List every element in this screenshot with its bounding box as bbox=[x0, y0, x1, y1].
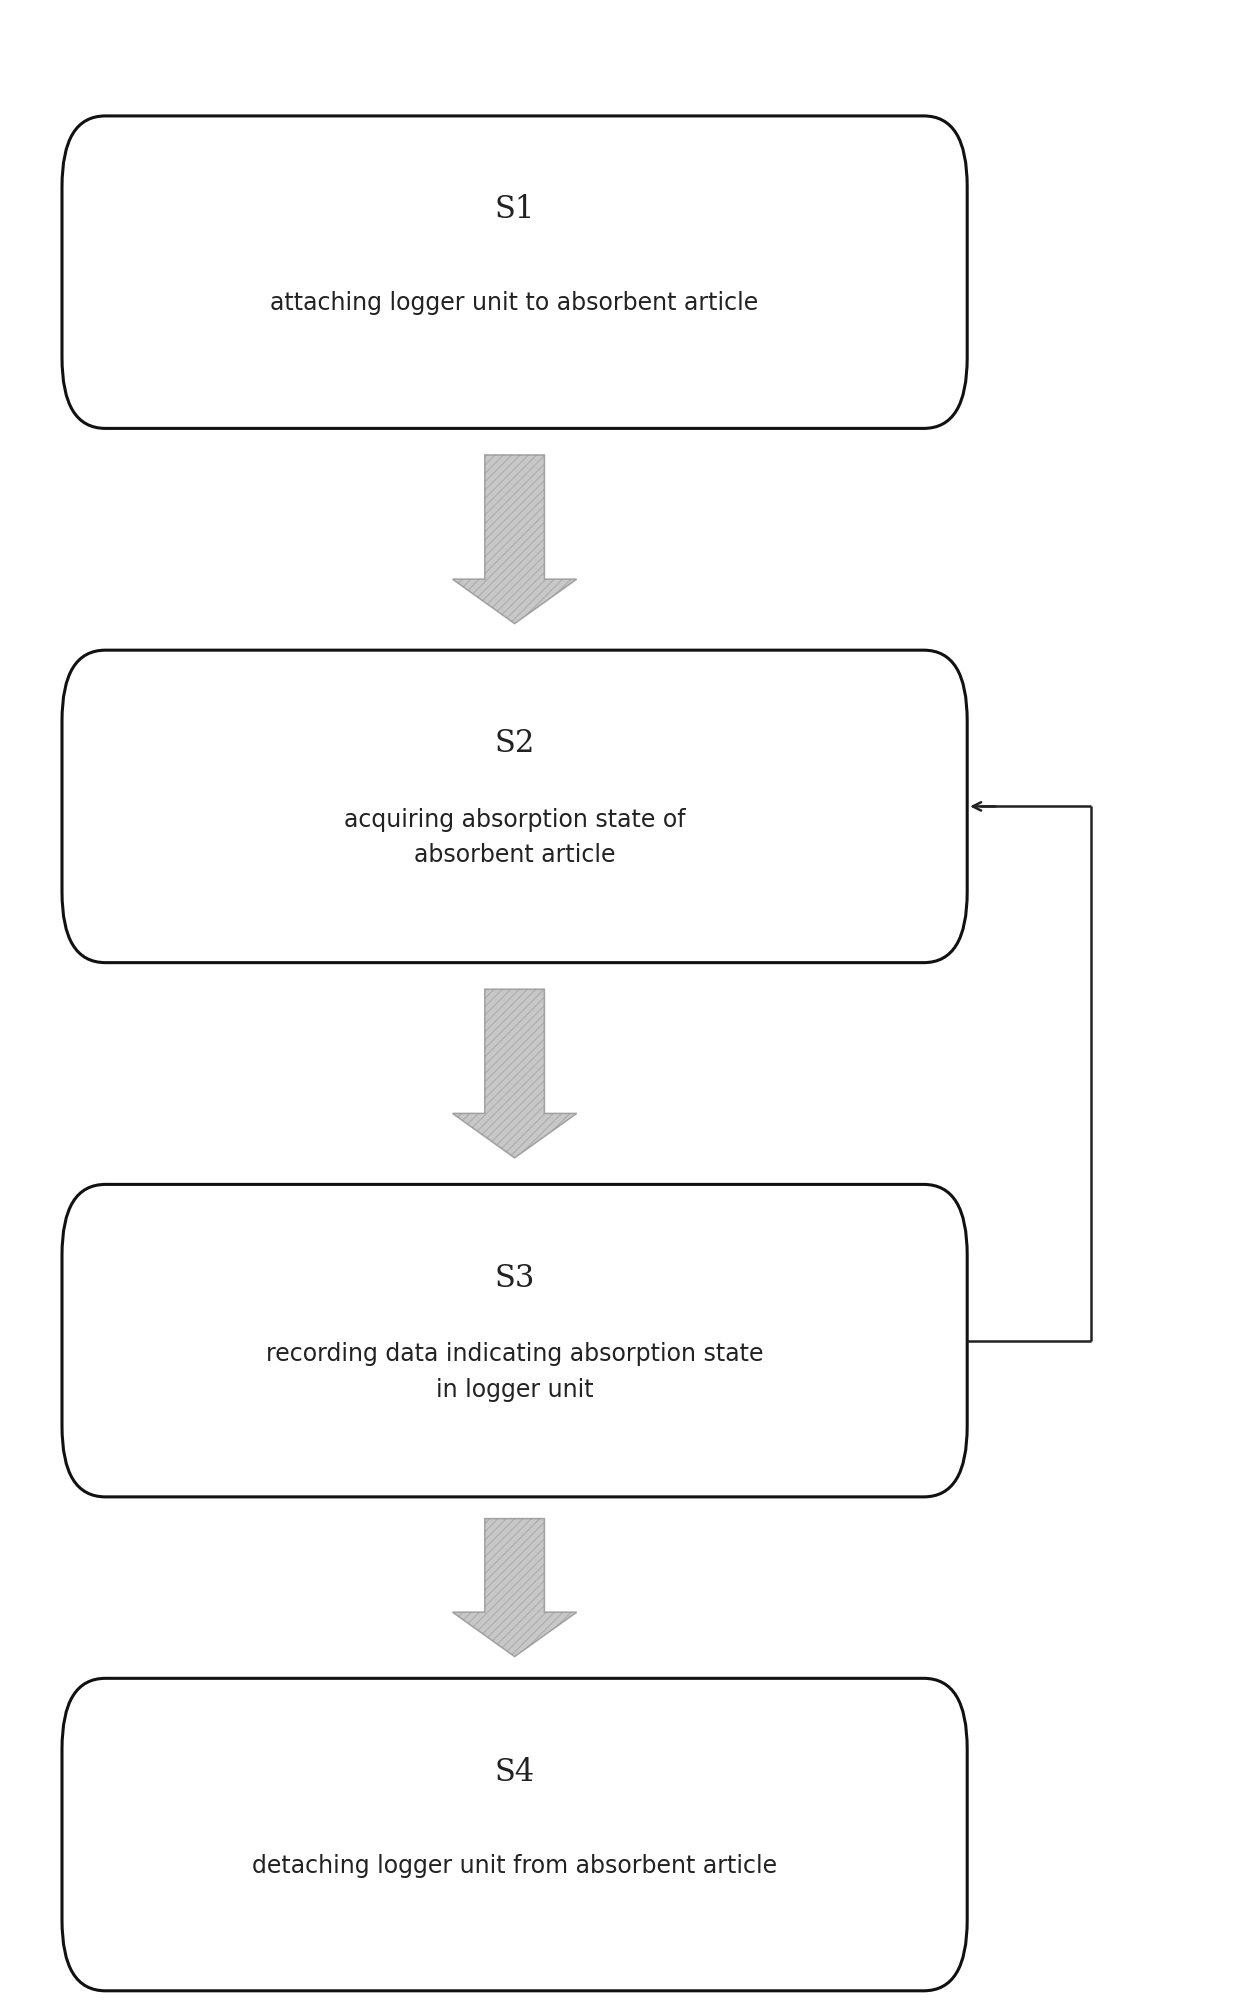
Polygon shape bbox=[453, 990, 577, 1157]
FancyBboxPatch shape bbox=[62, 117, 967, 429]
Text: attaching logger unit to absorbent article: attaching logger unit to absorbent artic… bbox=[270, 292, 759, 314]
Text: recording data indicating absorption state
in logger unit: recording data indicating absorption sta… bbox=[265, 1343, 764, 1401]
Polygon shape bbox=[453, 456, 577, 623]
Text: S2: S2 bbox=[495, 728, 534, 760]
Text: acquiring absorption state of
absorbent article: acquiring absorption state of absorbent … bbox=[343, 808, 686, 867]
Polygon shape bbox=[453, 1518, 577, 1657]
Text: detaching logger unit from absorbent article: detaching logger unit from absorbent art… bbox=[252, 1855, 777, 1877]
Text: S1: S1 bbox=[495, 194, 534, 226]
Text: S4: S4 bbox=[495, 1756, 534, 1788]
FancyBboxPatch shape bbox=[62, 1677, 967, 1992]
FancyBboxPatch shape bbox=[62, 1185, 967, 1496]
Text: S3: S3 bbox=[495, 1262, 534, 1294]
FancyBboxPatch shape bbox=[62, 651, 967, 964]
